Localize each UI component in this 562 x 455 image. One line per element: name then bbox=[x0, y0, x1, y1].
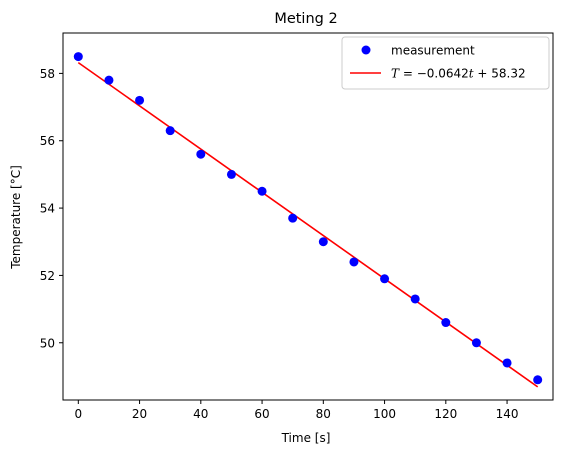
data-point bbox=[257, 186, 267, 196]
data-point bbox=[441, 318, 451, 328]
data-point bbox=[165, 126, 175, 136]
x-tick-label: 0 bbox=[74, 407, 82, 421]
y-axis: 50 52 54 56 58 bbox=[40, 67, 63, 350]
data-point bbox=[135, 95, 145, 105]
data-point bbox=[533, 375, 543, 385]
y-tick-label: 54 bbox=[40, 202, 55, 216]
x-tick-label: 20 bbox=[132, 407, 147, 421]
x-tick-label: 120 bbox=[434, 407, 457, 421]
data-point bbox=[471, 338, 481, 348]
y-tick-label: 50 bbox=[40, 336, 55, 350]
data-point bbox=[410, 294, 420, 304]
data-point bbox=[318, 237, 328, 247]
legend-box bbox=[341, 36, 550, 90]
data-point bbox=[349, 257, 359, 267]
y-tick-label: 58 bbox=[40, 67, 55, 81]
x-tick-label: 60 bbox=[254, 407, 269, 421]
data-point bbox=[196, 149, 206, 159]
data-point bbox=[380, 274, 390, 284]
data-point bbox=[73, 52, 83, 62]
y-axis-label: Temperature [°C] bbox=[9, 165, 23, 270]
data-point bbox=[226, 169, 236, 179]
legend-label-fit: T = −0.0642t + 58.32 bbox=[391, 67, 526, 81]
x-tick-label: 100 bbox=[373, 407, 396, 421]
y-tick-label: 56 bbox=[40, 134, 55, 148]
x-tick-label: 80 bbox=[316, 407, 331, 421]
legend: measurement T = −0.0642t + 58.32 bbox=[341, 36, 550, 90]
x-axis-label: Time [s] bbox=[281, 431, 331, 445]
chart-title: Meting 2 bbox=[274, 11, 337, 27]
data-point bbox=[104, 75, 114, 85]
plot-frame bbox=[62, 32, 554, 401]
legend-label-measurement: measurement bbox=[391, 44, 475, 58]
data-point bbox=[288, 213, 298, 223]
data-point bbox=[502, 358, 512, 368]
x-tick-label: 40 bbox=[193, 407, 208, 421]
y-tick-label: 52 bbox=[40, 269, 55, 283]
plot-area bbox=[62, 32, 554, 401]
x-tick-label: 140 bbox=[496, 407, 519, 421]
x-axis: 0 20 40 60 80 100 120 140 bbox=[74, 400, 519, 421]
legend-marker-measurement bbox=[361, 45, 371, 55]
fit-line bbox=[77, 61, 539, 388]
